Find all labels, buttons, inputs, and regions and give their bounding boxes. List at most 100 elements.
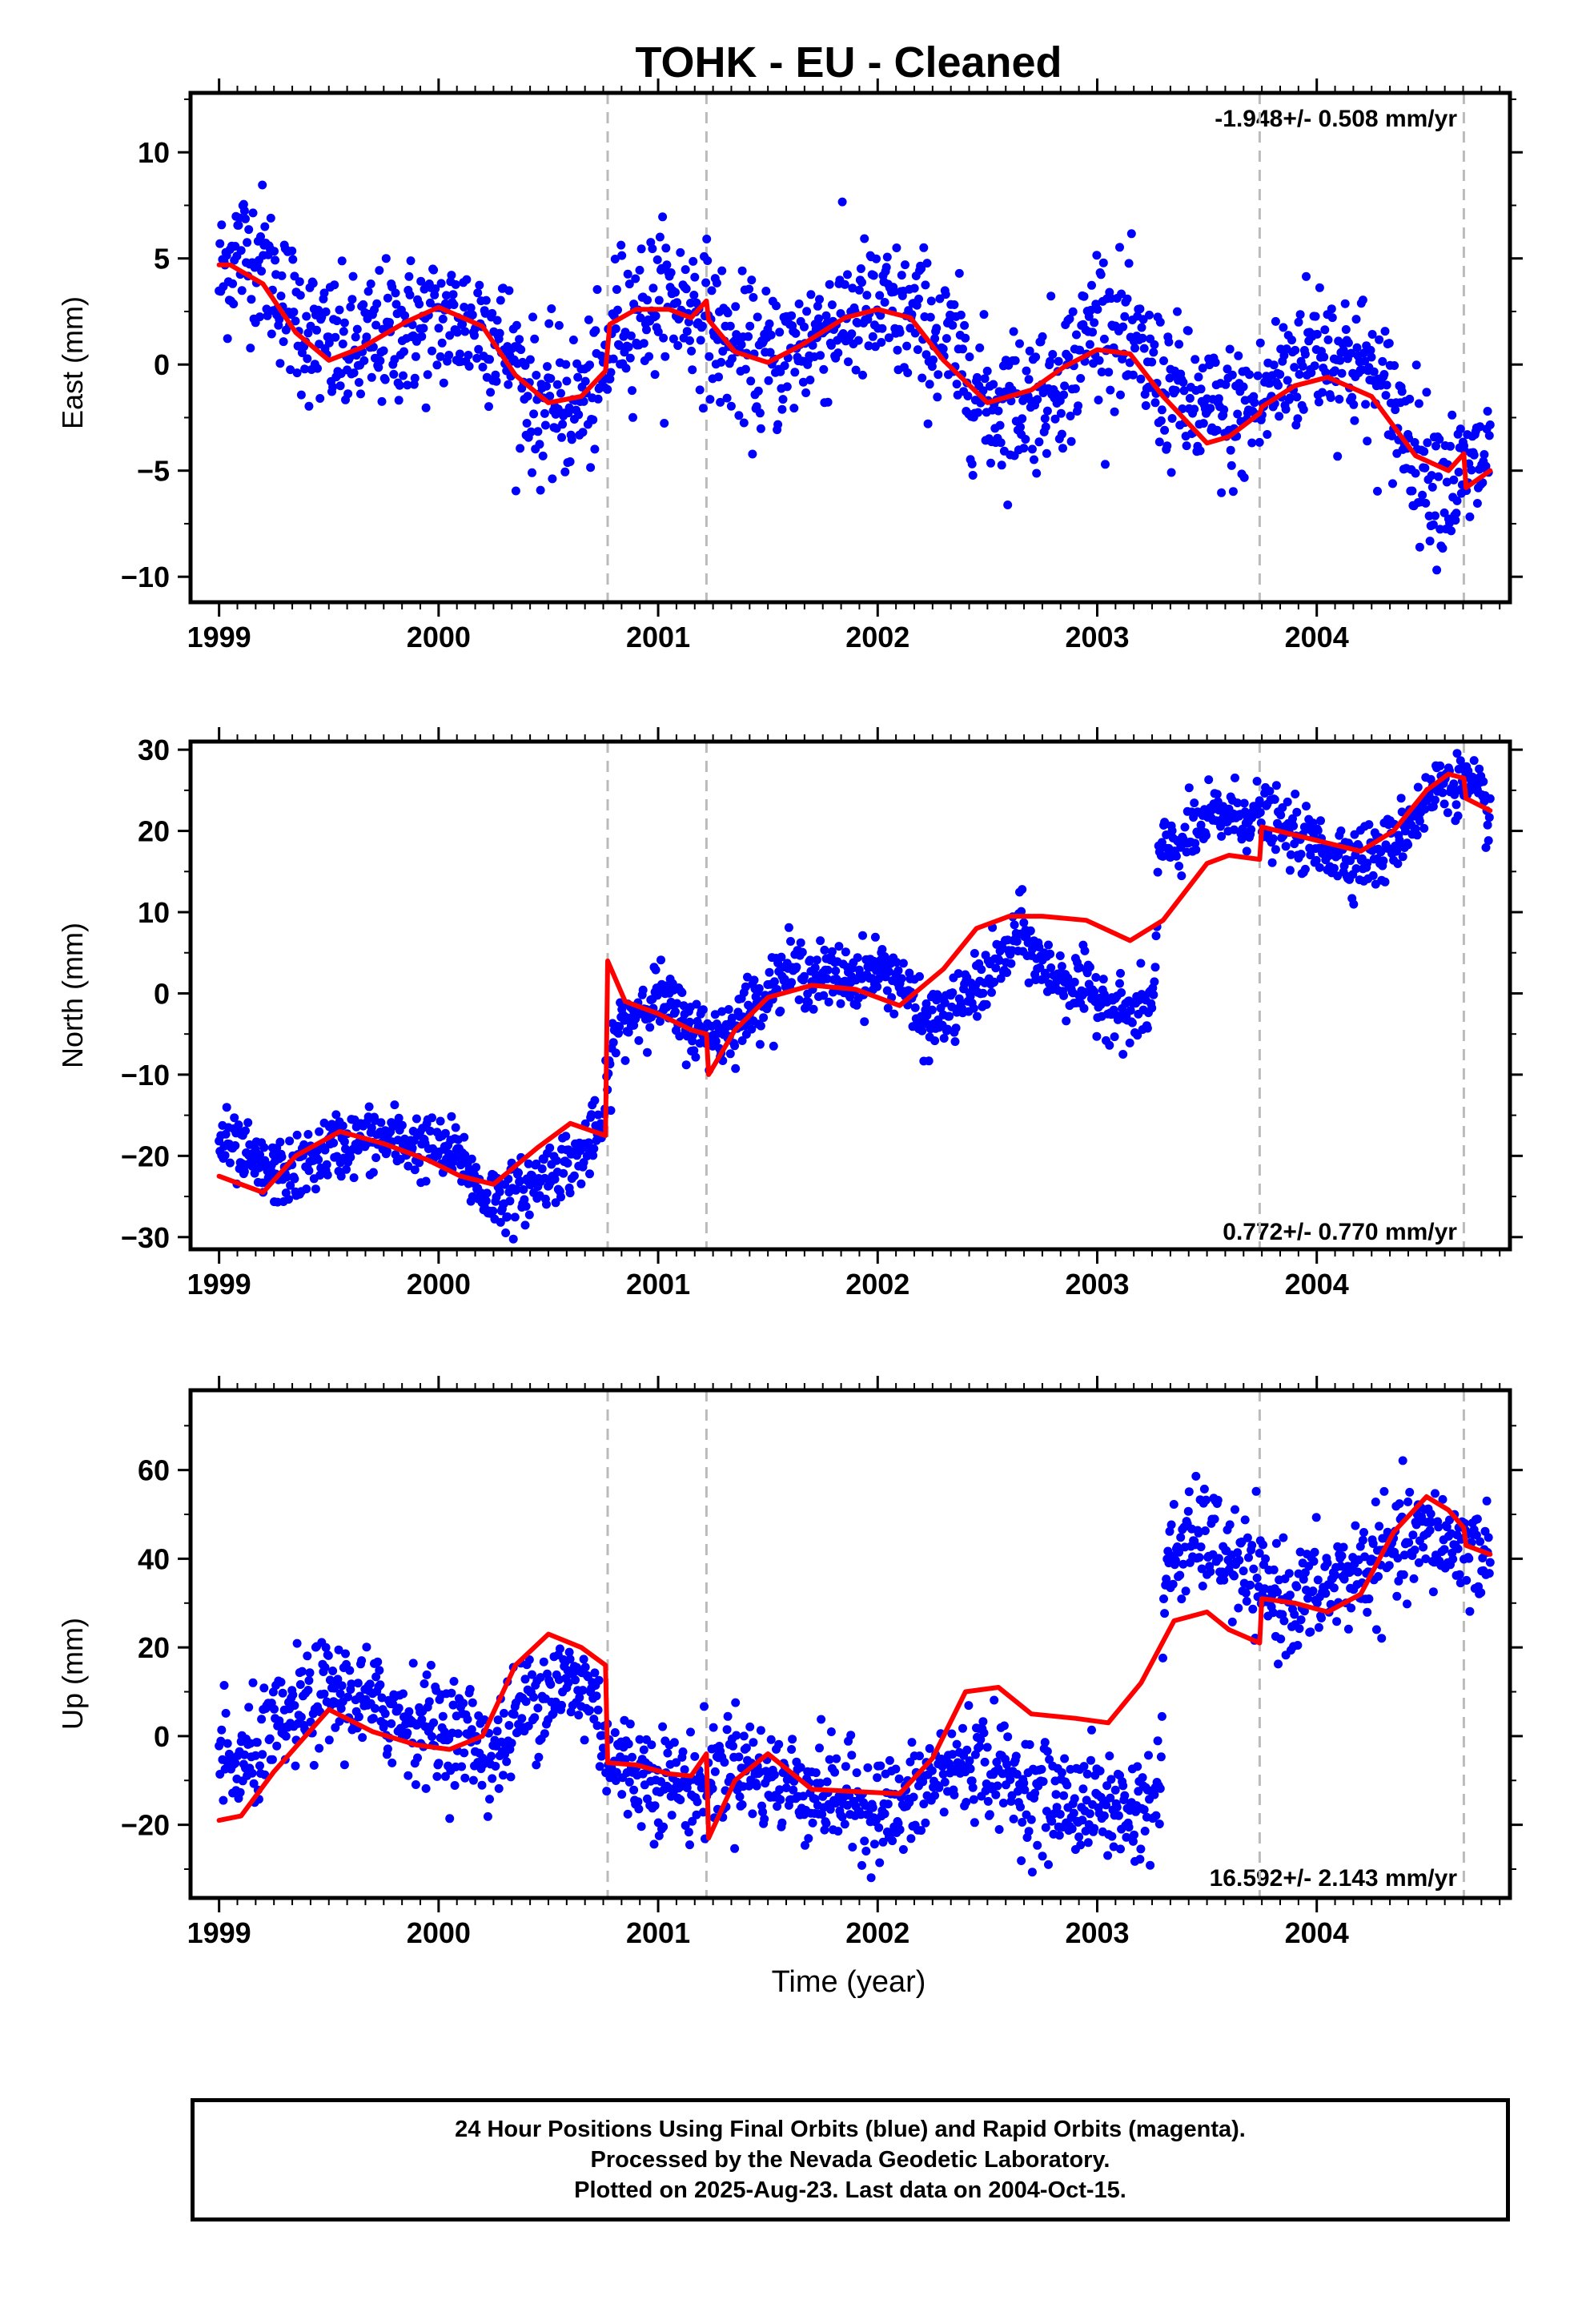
north-data-point [731,1063,741,1073]
east-data-point [624,279,634,289]
up-data-point [1246,1580,1255,1590]
north-data-point [241,1126,250,1136]
east-data-point [689,291,699,300]
up-data-point [488,1774,497,1783]
up-data-point [1044,1860,1053,1869]
up-data-point [580,1735,589,1745]
north-data-point [1127,1018,1137,1027]
north-data-point [222,1103,231,1112]
up-panel: Up (mm) 16.592+/- 2.143 mm/yr Time (year… [56,1376,1523,1999]
east-data-point [547,304,556,313]
east-data-point [1162,441,1172,451]
up-data-point [1339,1542,1348,1552]
up-data-point [373,1657,383,1667]
up-data-point [752,1781,761,1791]
up-data-point [528,1670,536,1679]
north-data-point [1204,775,1214,785]
up-data-point [502,1757,512,1767]
up-data-point [445,1814,455,1823]
up-data-point [654,1831,664,1840]
up-data-point [1359,1528,1368,1537]
east-data-point [1136,374,1146,384]
north-data-point [230,1113,239,1123]
east-data-point [1018,414,1027,424]
up-data-point [891,1764,901,1774]
up-data-point [1465,1606,1475,1616]
east-data-point [893,345,902,355]
up-data-point [919,1799,929,1809]
up-data-point [555,1644,564,1654]
up-data-point [789,1785,798,1795]
east-data-point [529,409,539,419]
east-data-point [902,341,912,351]
up-data-point [1313,1575,1323,1585]
up-data-point [649,1839,659,1849]
up-data-point [533,1703,543,1713]
up-data-point [333,1675,343,1684]
east-data-point [625,353,635,363]
east-data-point [659,333,669,343]
up-data-point [440,1727,449,1737]
up-data-point [735,1792,745,1801]
up-data-point [428,1732,436,1741]
east-data-point [1126,229,1136,239]
north-data-point [883,1003,893,1013]
east-data-point [496,296,505,305]
up-data-point [1202,1495,1211,1505]
east-data-point [802,307,812,316]
up-data-point [1070,1794,1079,1803]
up-rate-label: 16.592+/- 2.143 mm/yr [1210,1865,1458,1892]
up-data-point [290,1701,299,1711]
up-data-point [1244,1553,1253,1562]
east-data-point [701,278,711,287]
east-data-point [816,351,825,360]
east-data-point [929,355,938,364]
east-y-tick-label: 5 [154,243,170,275]
north-data-point [532,1159,541,1168]
up-data-point [801,1840,809,1850]
north-data-point [656,955,665,965]
up-data-point [990,1695,999,1705]
east-data-point [266,213,275,223]
east-data-point [421,403,431,412]
up-data-point [1194,1528,1203,1538]
up-data-point [1107,1831,1117,1841]
east-data-point [942,334,951,344]
east-data-point [1185,393,1195,403]
up-data-point [272,1741,282,1751]
north-data-point [794,995,804,1004]
east-data-point [635,265,644,275]
up-data-point [365,1679,375,1689]
east-data-point [986,458,995,468]
east-data-point [954,268,964,278]
up-data-point [564,1678,573,1687]
north-data-point [1431,795,1439,805]
north-data-point [1271,781,1281,790]
up-data-point [487,1751,496,1761]
up-data-point [898,1845,908,1854]
north-data-point [948,988,958,998]
up-data-point [748,1809,757,1819]
up-data-point [258,1750,267,1759]
up-data-point [1438,1494,1447,1504]
north-data-point [1019,918,1029,927]
north-data-point [892,958,901,967]
up-data-point [578,1686,588,1695]
up-data-point [1331,1570,1339,1580]
up-data-point [251,1751,260,1760]
north-data-point [1115,979,1124,988]
up-data-point [680,1765,689,1775]
east-data-point [654,296,664,305]
up-data-point [1374,1572,1383,1581]
east-data-point [374,363,383,372]
east-data-point [636,244,646,254]
north-data-point [495,1187,504,1196]
east-data-point [405,290,415,300]
up-data-point [1122,1832,1131,1842]
east-data-point [814,314,823,324]
east-data-point [1217,488,1227,497]
up-data-point [221,1708,231,1718]
north-data-point [1469,756,1479,766]
east-data-point [545,392,555,401]
east-data-point [592,285,602,294]
